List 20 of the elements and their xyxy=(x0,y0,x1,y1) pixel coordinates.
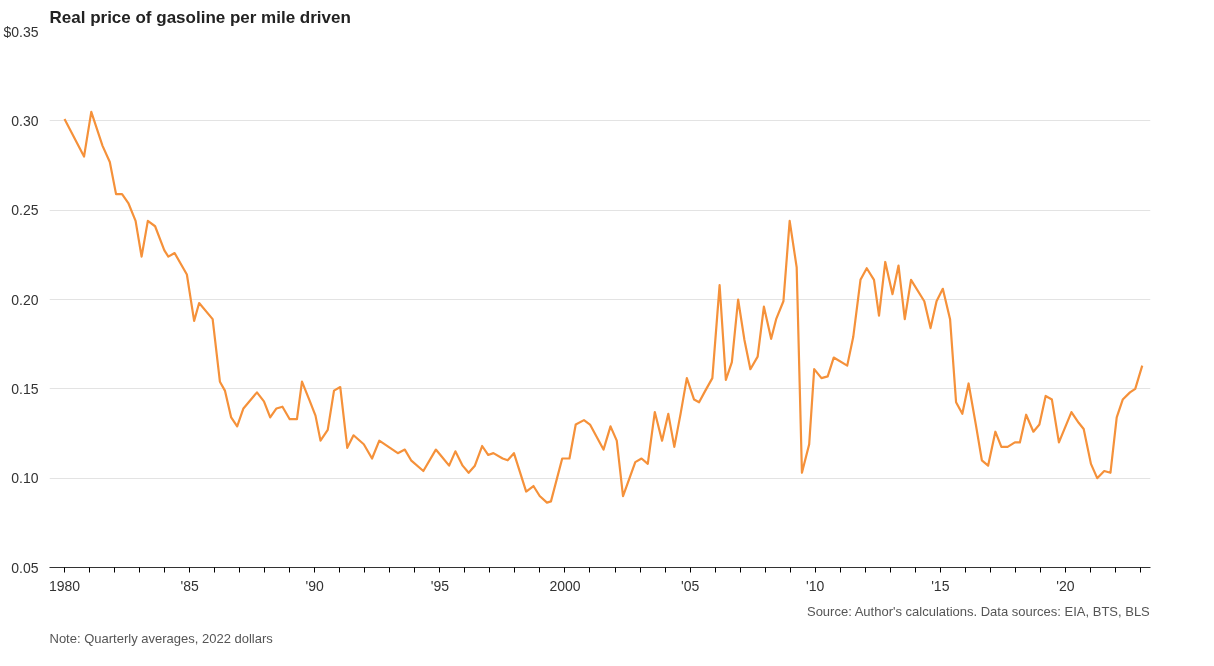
x-tick-label: '95 xyxy=(430,577,450,594)
x-tick-label: '90 xyxy=(305,577,325,594)
x-tick-label: '20 xyxy=(1056,577,1075,594)
y-tick-label: 0.05 xyxy=(11,559,39,576)
x-tick-label: 2000 xyxy=(549,577,581,594)
y-tick-label: 0.20 xyxy=(11,291,39,308)
x-tick-label: '10 xyxy=(806,577,825,594)
y-tick-label: 0.10 xyxy=(11,470,39,487)
x-tick-label: '15 xyxy=(931,577,950,594)
y-tick-label: 0.15 xyxy=(11,380,39,397)
y-tick-label: 0.25 xyxy=(11,202,39,219)
x-tick-label: 1980 xyxy=(48,577,81,594)
chart-title: Real price of gasoline per mile driven xyxy=(49,7,351,27)
text: Note: Quarterly averages, 2022 dollars xyxy=(49,630,274,646)
y-tick-label: $0.35 xyxy=(3,23,39,40)
x-tick-label: '05 xyxy=(680,577,700,594)
x-tick-label: '85 xyxy=(180,577,199,594)
y-tick-label: 0.30 xyxy=(11,112,39,129)
source-note: Source: Author's calculations. Data sources: EIA, BTS, BLS xyxy=(806,603,1151,619)
line-series xyxy=(63,110,1144,504)
